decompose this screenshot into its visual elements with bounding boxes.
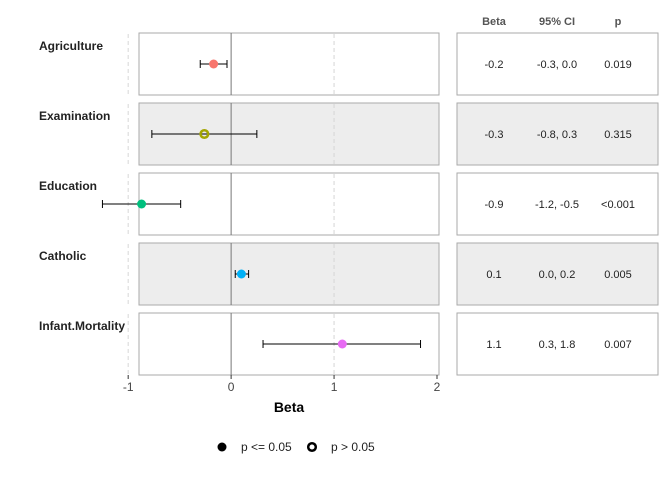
row-label: Agriculture (39, 39, 103, 53)
legend-filled-circle-icon (217, 442, 227, 452)
row-label: Infant.Mortality (39, 319, 125, 333)
table-cell-beta: 0.1 (486, 269, 501, 281)
table-panel (456, 172, 659, 236)
point-estimate (209, 59, 219, 69)
table-panel (456, 242, 659, 306)
table-cell-ci: 0.0, 0.2 (539, 269, 576, 281)
x-tick-label: -1 (123, 380, 134, 394)
table-panel (456, 32, 659, 96)
plot-panel (138, 32, 440, 96)
table-cell-beta: -0.9 (485, 199, 504, 211)
point-estimate (236, 269, 246, 279)
point-estimate (199, 128, 210, 140)
table-cell-p: 0.019 (604, 59, 632, 71)
x-tick-label: 2 (434, 380, 441, 394)
row-label: Examination (39, 109, 110, 123)
point-estimate (137, 199, 147, 209)
table-cell-beta: 1.1 (486, 339, 501, 351)
plot-panel (138, 102, 440, 166)
x-tick-label: 0 (228, 380, 235, 394)
row-label: Education (39, 179, 97, 193)
table-cell-p: 0.007 (604, 339, 632, 351)
legend-open-circle-icon (306, 441, 318, 453)
x-axis-title: Beta (274, 399, 305, 415)
table-cell-ci: -0.3, 0.0 (537, 59, 577, 71)
table-header-ci: 95% CI (539, 16, 575, 28)
x-tick-label: 1 (331, 380, 338, 394)
table-cell-ci: -0.8, 0.3 (537, 129, 577, 141)
table-header-beta: Beta (482, 16, 507, 28)
table-header-p: p (615, 16, 622, 28)
table-cell-beta: -0.2 (485, 59, 504, 71)
plot-panel (138, 242, 440, 306)
row-label: Catholic (39, 249, 87, 263)
legend-label: p > 0.05 (331, 440, 375, 454)
table-cell-ci: -1.2, -0.5 (535, 199, 579, 211)
table-cell-p: 0.005 (604, 269, 632, 281)
table-panel (456, 102, 659, 166)
point-estimate (337, 339, 347, 349)
table-cell-beta: -0.3 (485, 129, 504, 141)
table-cell-ci: 0.3, 1.8 (539, 339, 576, 351)
legend-label: p <= 0.05 (241, 440, 292, 454)
table-cell-p: <0.001 (601, 199, 635, 211)
plot-panel (138, 172, 440, 236)
table-cell-p: 0.315 (604, 129, 632, 141)
table-panel (456, 312, 659, 376)
